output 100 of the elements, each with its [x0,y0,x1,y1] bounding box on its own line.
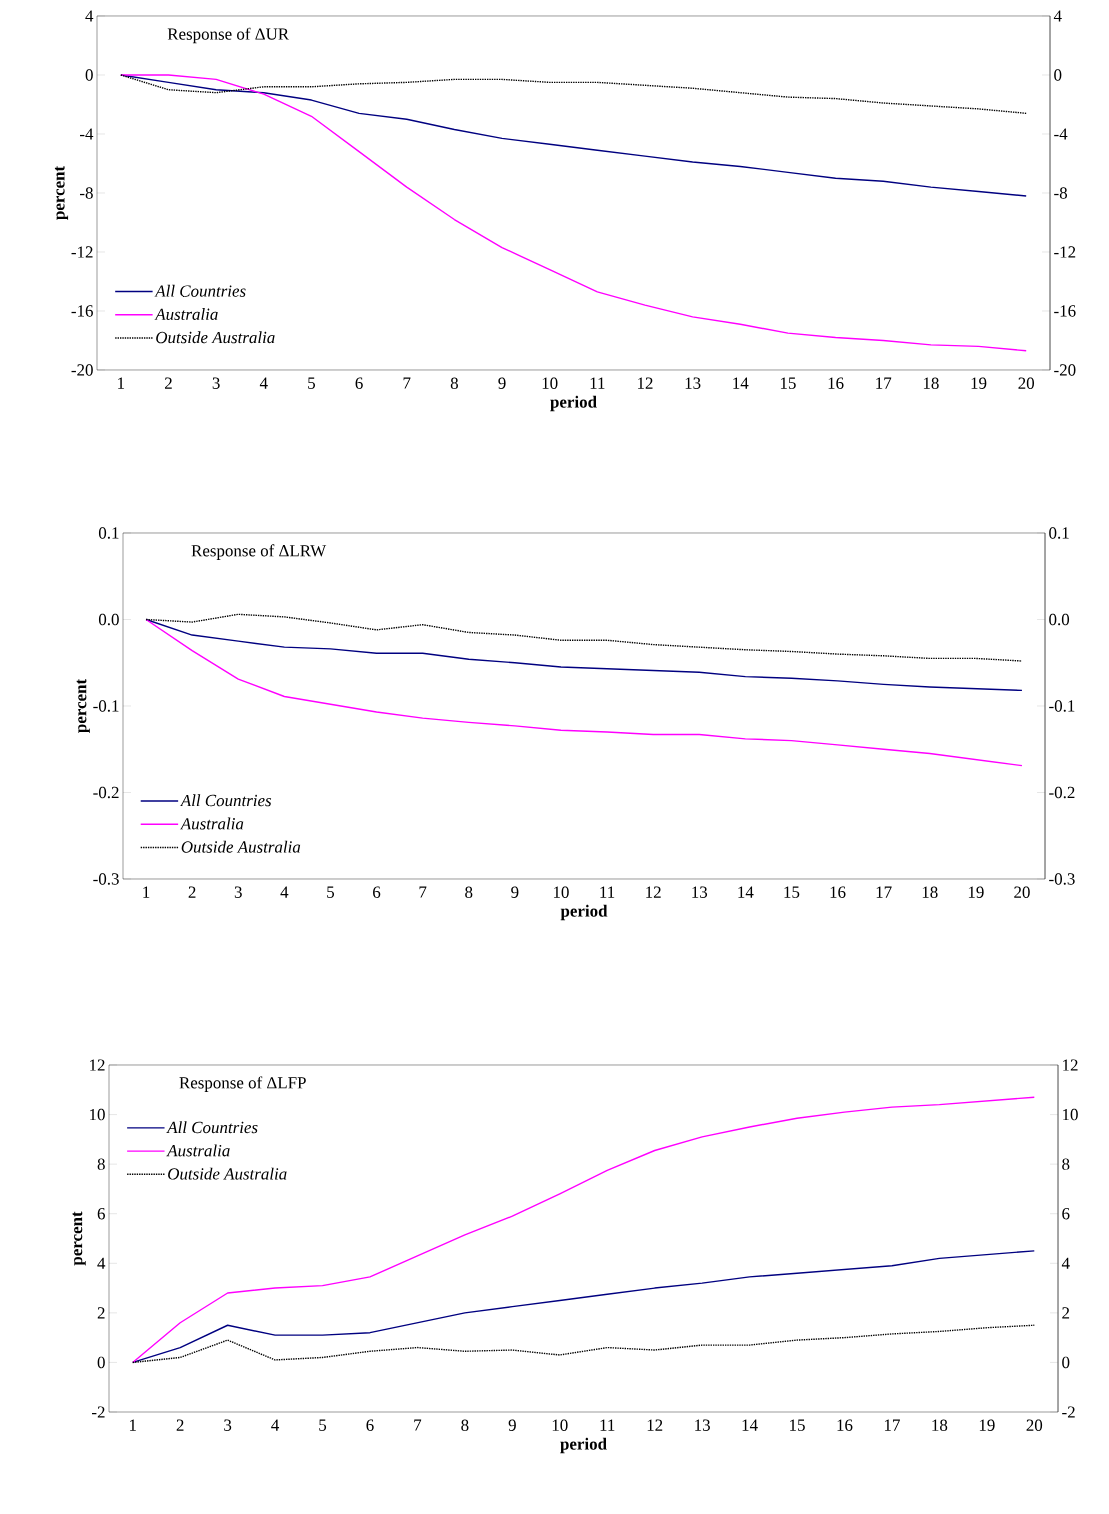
x-tick-label: 14 [742,1419,758,1431]
legend-label: Australia [154,308,218,321]
y-tick-label: -0.2 [93,786,119,799]
y-tick-label: 4 [85,10,94,22]
x-tick-label: 14 [738,886,754,898]
x-axis-title: period [560,1437,607,1454]
x-tick-label: 20 [1014,886,1030,898]
legend-label: All Countries [154,284,246,297]
y-tick-label: -4 [80,128,94,140]
x-tick-label: 17 [876,377,892,389]
y2-tick-label: -4 [1054,128,1068,140]
y-tick-label: -0.3 [93,873,119,885]
y2-tick-label: -12 [1054,246,1076,258]
x-tick-label: 2 [176,1419,184,1431]
y2-tick-label: 2 [1062,1307,1070,1319]
x-tick-label: 4 [271,1419,280,1431]
y-tick-label: 8 [97,1158,105,1170]
y2-tick-label: 10 [1063,1108,1078,1121]
text: Response of ΔLRW [191,544,327,560]
x-tick-label: 12 [646,886,661,898]
y2-tick-label: 0 [1062,1356,1070,1369]
x-tick-label: 7 [414,1419,422,1431]
y-tick-label: 0 [97,1356,105,1369]
text: Response of ΔUR [167,27,290,44]
x-tick-label: 18 [932,1419,948,1431]
x-tick-label: 3 [234,886,242,898]
legend-label: All Countries [179,794,272,807]
x-tick-label: 5 [327,886,335,898]
x-tick-label: 15 [784,886,800,898]
x-tick-label: 9 [511,886,519,898]
y2-tick-label: -16 [1054,305,1076,317]
legend-label: All Countries [166,1121,258,1134]
line-series [120,74,1027,352]
y2-tick-label: 8 [1062,1158,1070,1170]
text: Response of ΔLFP [179,1076,306,1092]
x-tick-label: 6 [366,1419,374,1431]
line-series [145,613,1023,662]
x-tick-label: 5 [319,1419,327,1431]
y-tick-label: 0.0 [98,613,119,626]
x-tick-label: 8 [461,1419,469,1431]
x-tick-label: 16 [830,886,846,898]
y-tick-label: -12 [71,246,93,258]
x-tick-label: 13 [692,886,708,898]
x-axis-title: period [560,904,608,921]
x-tick-label: 16 [837,1419,853,1431]
x-tick-label: 2 [188,886,196,898]
y-tick-label: -0.1 [93,700,119,712]
legend-label: Australia [179,817,244,830]
x-tick-label: 14 [733,377,749,389]
y-tick-label: 10 [90,1108,105,1121]
x-tick-label: 2 [164,377,172,389]
y2-tick-label: -2 [1062,1406,1075,1418]
x-tick-label: 13 [685,377,701,389]
y2-tick-label: 4 [1061,1257,1070,1269]
x-tick-label: 10 [542,377,558,389]
y-tick-label: -8 [80,187,93,199]
y2-tick-label: 0 [1054,69,1062,81]
y-axis-title: percent [54,165,69,220]
x-tick-label: 15 [790,1419,805,1431]
x-tick-label: 4 [280,886,289,898]
y2-tick-label: -0.2 [1049,786,1075,799]
legend-label: Outside Australia [181,840,301,853]
x-tick-label: 8 [450,377,458,389]
y-tick-label: 4 [97,1257,106,1269]
y2-tick-label: -20 [1054,364,1076,376]
x-tick-label: 20 [1026,1419,1043,1431]
x-tick-label: 11 [600,1419,615,1431]
y-tick-label: 0.1 [98,527,119,539]
y-tick-label: -2 [92,1406,105,1418]
x-tick-label: 12 [647,1419,663,1431]
y-tick-label: 0 [85,69,93,81]
x-tick-label: 1 [143,886,150,898]
x-tick-label: 16 [828,377,844,389]
x-tick-label: 18 [922,886,938,898]
y2-tick-label: -0.1 [1049,700,1075,712]
x-tick-label: 3 [212,377,220,389]
x-tick-label: 7 [403,377,411,389]
x-tick-label: 15 [780,377,796,389]
y2-tick-label: -0.3 [1049,873,1075,885]
x-tick-label: 6 [373,886,381,898]
y-axis-title: percent [76,678,90,733]
x-tick-label: 8 [465,886,473,898]
line-series [132,1324,1035,1364]
x-tick-label: 4 [259,377,268,389]
legend-label: Outside Australia [156,331,275,344]
x-tick-label: 19 [979,1419,995,1431]
x-tick-label: 11 [590,377,605,389]
x-tick-label: 20 [1018,377,1035,389]
x-tick-label: 7 [419,886,427,898]
y-tick-label: -16 [71,305,93,317]
x-tick-label: 1 [118,377,125,389]
x-tick-label: 11 [600,886,615,898]
y-tick-label: 12 [90,1059,105,1071]
x-tick-label: 6 [355,377,363,389]
y-tick-label: -20 [71,364,93,376]
x-tick-label: 9 [508,1419,516,1431]
x-tick-label: 18 [923,377,939,389]
y2-tick-label: -8 [1054,187,1068,199]
y-axis-title: percent [72,1211,86,1266]
x-tick-label: 10 [553,886,569,898]
